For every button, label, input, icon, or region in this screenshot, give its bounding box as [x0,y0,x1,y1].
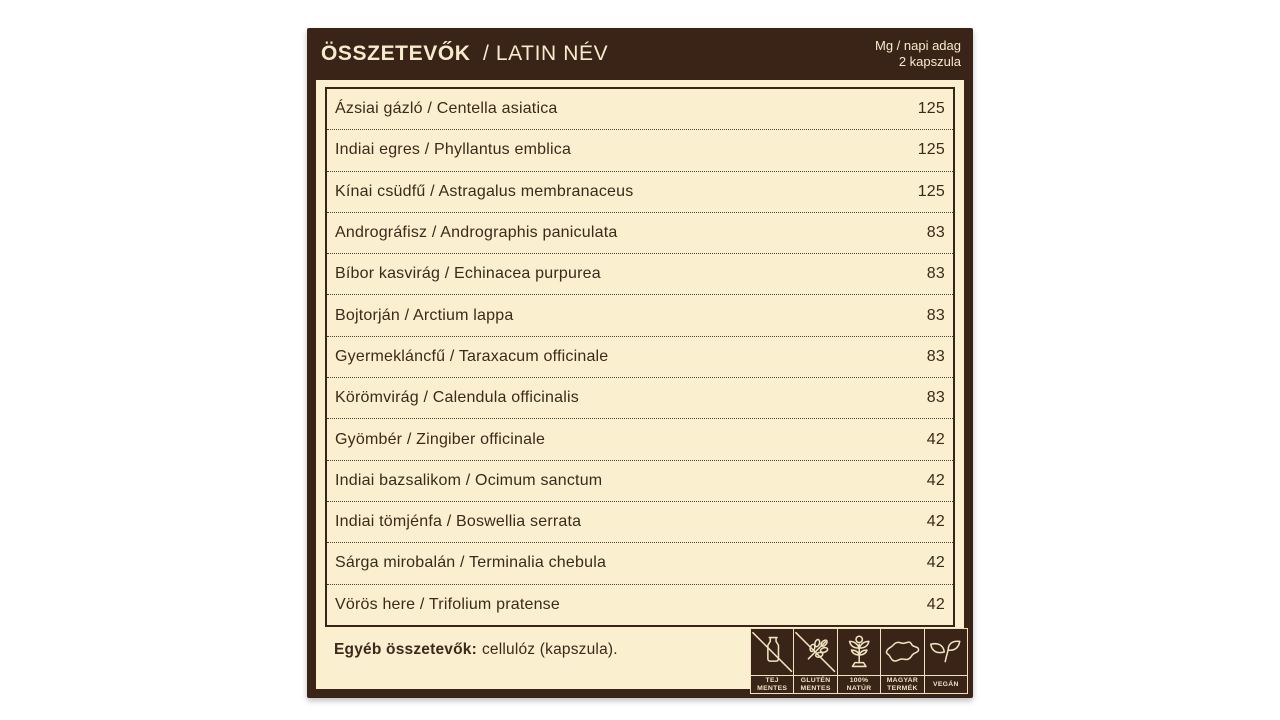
badge-label: MAGYAR TERMÉK [886,677,919,692]
ingredient-amount: 83 [926,347,945,365]
table-row: Ázsiai gázló / Centella asiatica 125 [327,89,953,131]
ingredient-amount: 83 [926,265,945,283]
table-row: Indiai bazsalikom / Ocimum sanctum 42 [327,461,953,502]
other-ingredients-label: Egyéb összetevők: [334,641,477,658]
table-row: Gyömbér / Zingiber officinale 42 [327,419,953,461]
table-row: Indiai tömjénfa / Boswellia serrata 42 [327,502,953,544]
badge-hungarian-product: MAGYAR TERMÉK [881,629,925,693]
ingredient-name: Körömvirág / Calendula officinalis [335,389,579,407]
ingredient-name: Andrográfisz / Andrographis paniculata [335,224,618,242]
ingredient-amount: 83 [926,306,945,324]
badge-strip: TEJ MENTES GLUTÉN MENTES [750,628,968,694]
content-panel: Ázsiai gázló / Centella asiatica 125 Ind… [316,80,964,689]
page-title: ÖSSZETEVŐK / LATIN NÉV [321,42,608,66]
table-row: Gyermekláncfű / Taraxacum officinale 83 [327,337,953,379]
ingredient-amount: 125 [917,182,945,200]
supplement-label: ÖSSZETEVŐK / LATIN NÉV Mg / napi adag 2 … [307,28,973,698]
ingredient-name: Indiai egres / Phyllantus emblica [335,141,572,159]
ingredient-name: Ázsiai gázló / Centella asiatica [335,100,558,118]
dose-units-line2: 2 kapszula [898,54,961,69]
title-ingredients: ÖSSZETEVŐK [321,42,471,65]
table-row: Körömvirág / Calendula officinalis 83 [327,378,953,420]
other-ingredients-value: cellulóz (kapszula). [481,641,618,658]
label-header: ÖSSZETEVŐK / LATIN NÉV Mg / napi adag 2 … [307,28,973,80]
ingredient-amount: 83 [926,389,945,407]
ingredient-amount: 42 [926,513,945,531]
hungarian-product-icon [881,629,924,676]
table-row: Bojtorján / Arctium lappa 83 [327,295,953,337]
other-ingredients: Egyéb összetevők: cellulóz (kapszula). [334,641,618,659]
badge-label: 100% NATÚR [846,677,872,692]
ingredient-amount: 125 [917,100,945,118]
table-row: Andrográfisz / Andrographis paniculata 8… [327,213,953,255]
dose-units: Mg / napi adag 2 kapszula [875,38,961,70]
ingredient-name: Indiai bazsalikom / Ocimum sanctum [335,471,603,489]
ingredient-amount: 42 [926,471,945,489]
ingredient-amount: 42 [926,595,945,613]
badge-milk-free: TEJ MENTES [751,629,795,693]
title-latin-name: / LATIN NÉV [482,42,609,65]
table-row: Sárga mirobalán / Terminalia chebula 42 [327,543,953,585]
milk-free-icon [751,629,794,676]
table-row: Indiai egres / Phyllantus emblica 125 [327,130,953,172]
ingredient-name: Bojtorján / Arctium lappa [335,306,514,324]
ingredient-amount: 42 [926,554,945,572]
ingredient-name: Vörös here / Trifolium pratense [335,595,560,613]
badge-label: GLUTÉN MENTES [800,677,831,692]
badge-vegan: VEGÁN [924,629,968,693]
gluten-free-icon [794,629,837,676]
ingredient-name: Bíbor kasvirág / Echinacea purpurea [335,265,601,283]
ingredient-name: Gyermekláncfű / Taraxacum officinale [335,347,609,365]
ingredient-name: Kínai csüdfű / Astragalus membranaceus [335,182,634,200]
table-row: Kínai csüdfű / Astragalus membranaceus 1… [327,172,953,213]
vegan-icon [924,629,968,676]
ingredient-name: Gyömbér / Zingiber officinale [335,430,546,448]
ingredient-name: Indiai tömjénfa / Boswellia serrata [335,513,582,531]
ingredient-name: Sárga mirobalán / Terminalia chebula [335,554,607,572]
table-row: Vörös here / Trifolium pratense 42 [327,585,953,625]
table-row: Bíbor kasvirág / Echinacea purpurea 83 [327,254,953,296]
badge-natural: 100% NATÚR [837,629,882,693]
badge-label: VEGÁN [932,680,959,688]
ingredients-table: Ázsiai gázló / Centella asiatica 125 Ind… [325,87,955,627]
ingredient-amount: 125 [917,141,945,159]
badge-label: TEJ MENTES [757,677,788,692]
ingredient-amount: 42 [926,430,945,448]
dose-units-line1: Mg / napi adag [874,38,961,53]
natural-icon [837,629,881,676]
badge-gluten-free: GLUTÉN MENTES [794,629,838,693]
ingredient-amount: 83 [926,224,945,242]
